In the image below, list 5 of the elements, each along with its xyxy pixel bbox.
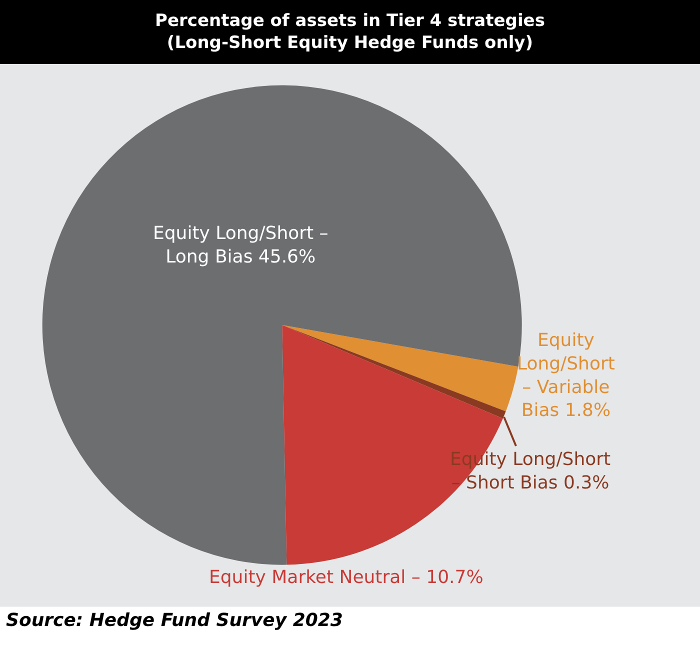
chart-title: Percentage of assets in Tier 4 strategies (Long-Short Equity Hedge Funds only) [155,11,545,54]
slice-label: Equity Market Neutral – 10.7% [209,567,484,588]
source-note: Source: Hedge Fund Survey 2023 [6,610,343,631]
slice-label: Equity Long/Short – Long Bias 45.6% [153,223,328,268]
slice-label: Equity Long/Short – Variable Bias 1.8% [517,330,615,422]
